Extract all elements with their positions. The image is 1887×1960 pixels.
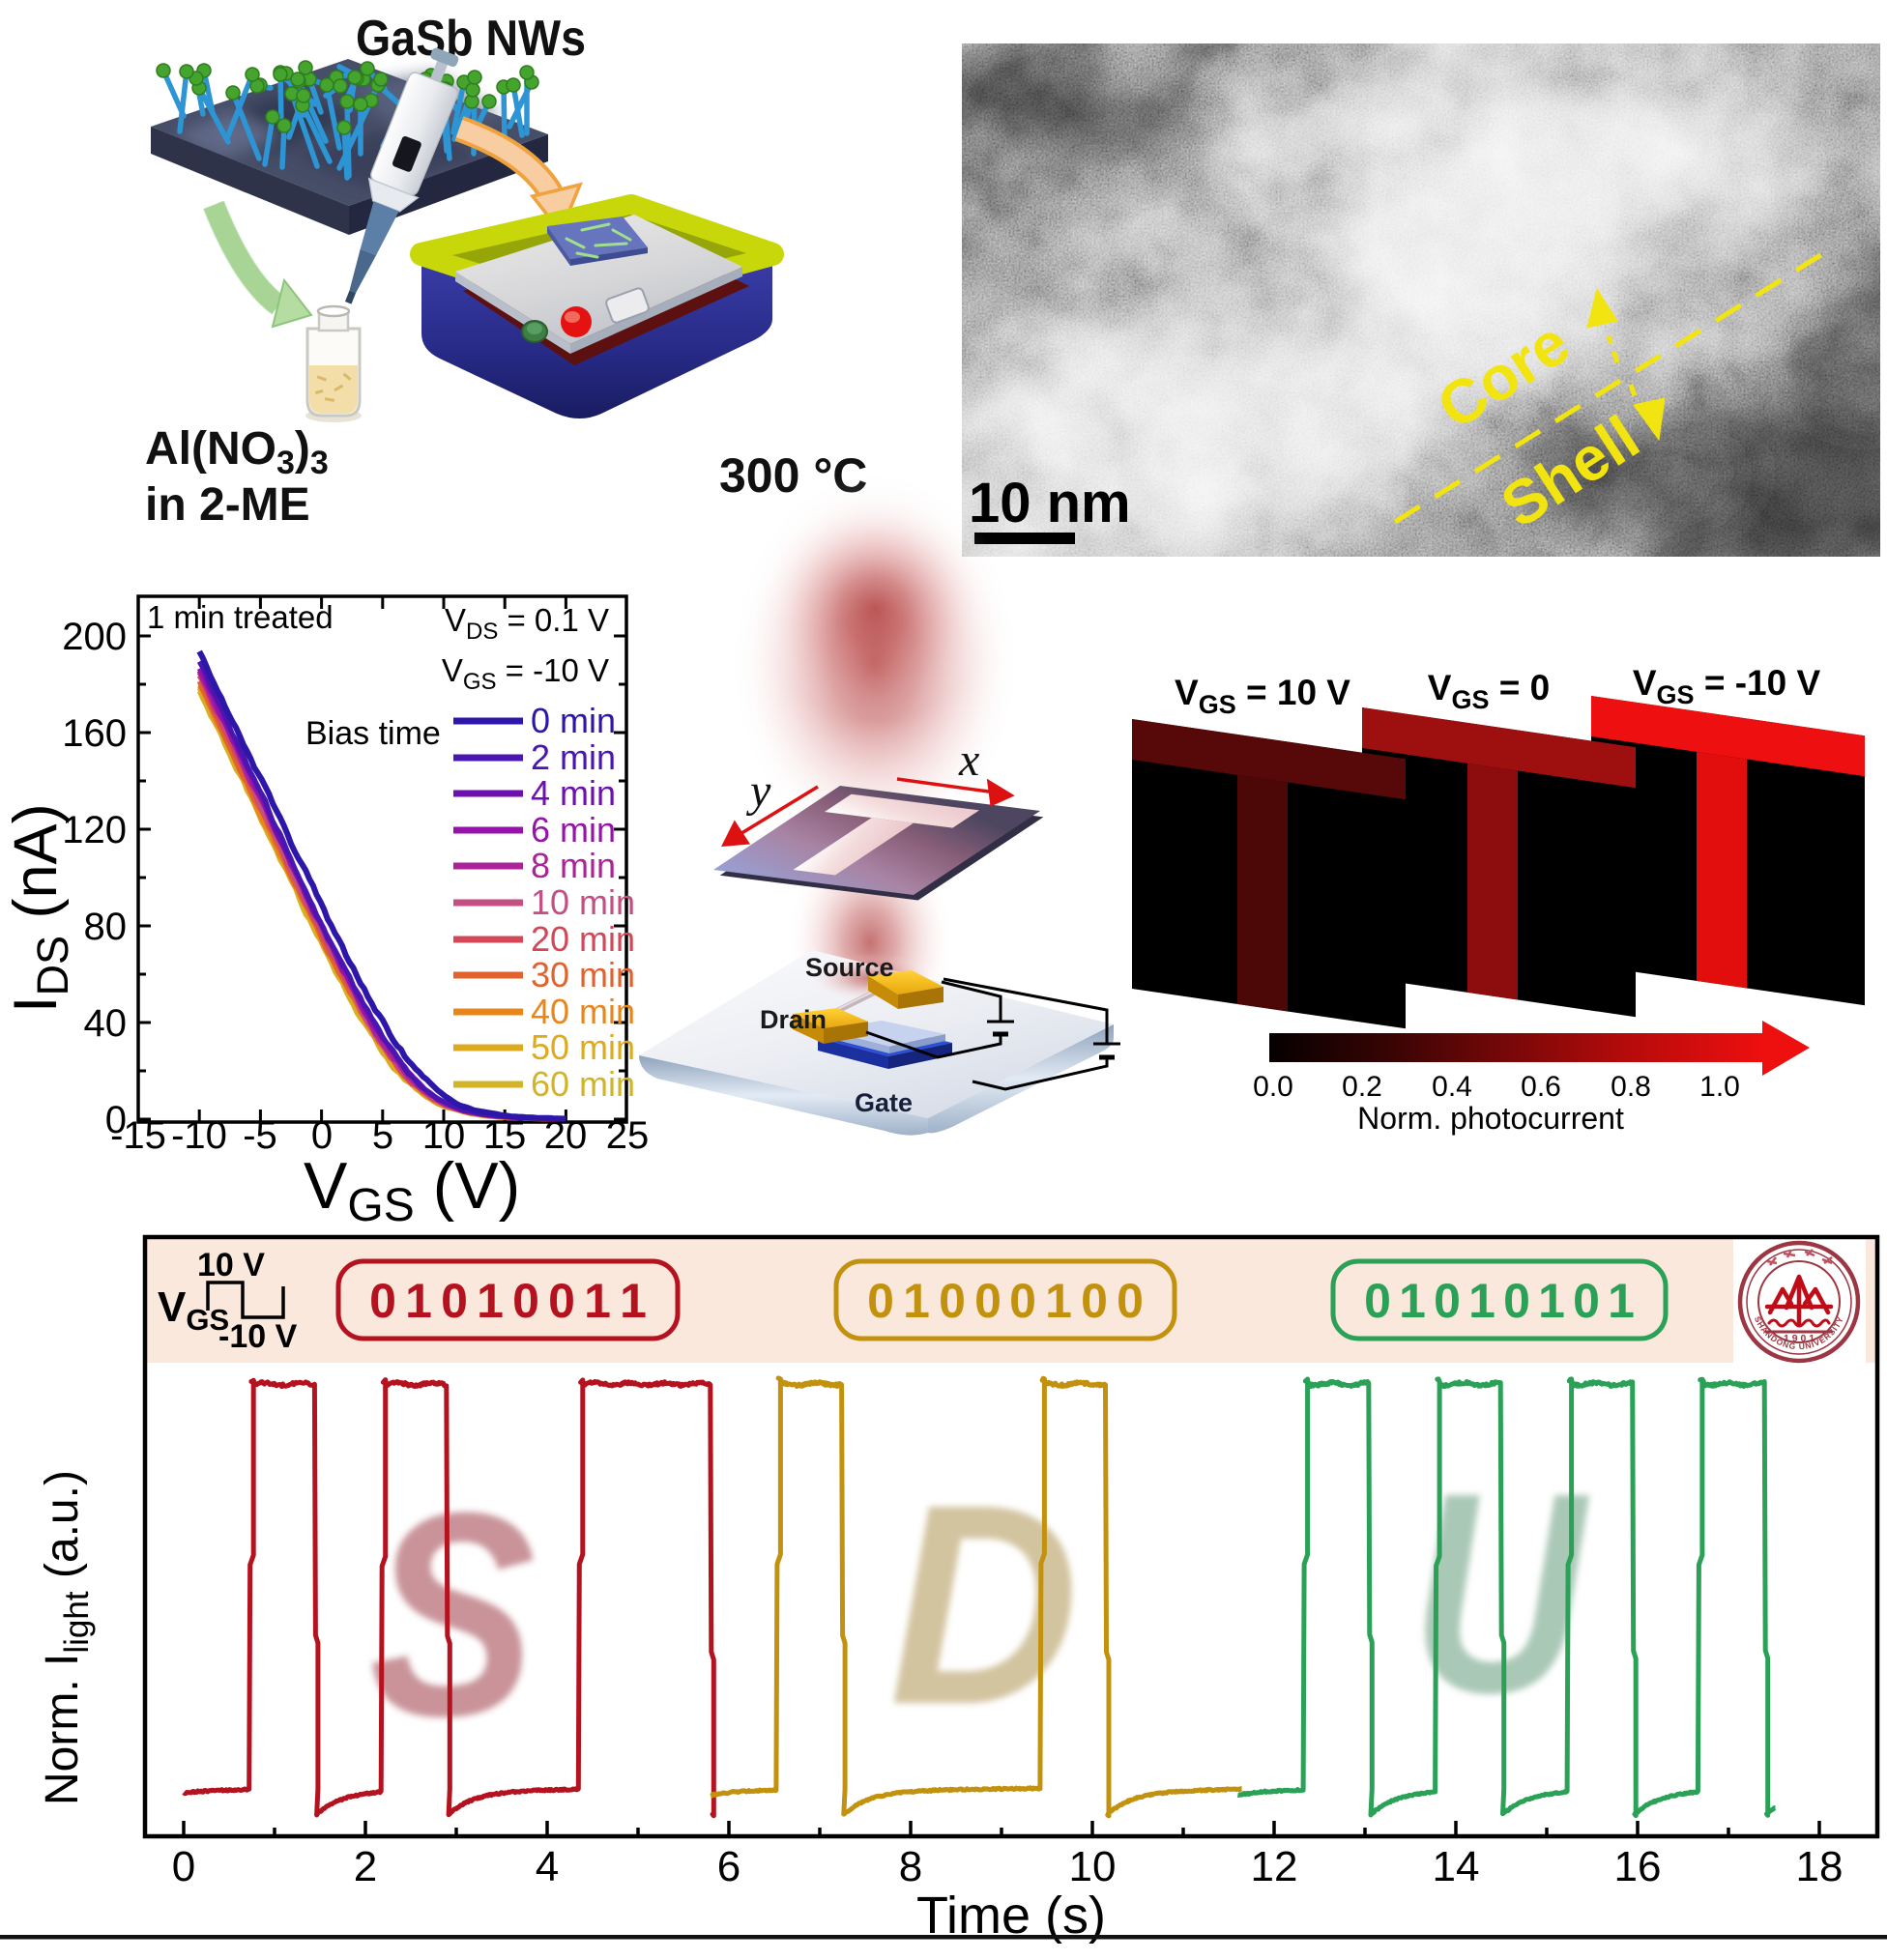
svg-text:Gate: Gate <box>855 1088 913 1117</box>
svg-text:10 min: 10 min <box>531 882 635 922</box>
svg-text:0.8: 0.8 <box>1611 1071 1651 1103</box>
svg-text:4 min: 4 min <box>531 773 616 813</box>
svg-text:80: 80 <box>84 906 128 948</box>
svg-text:30 min: 30 min <box>531 955 635 994</box>
svg-text:Norm. photocurrent: Norm. photocurrent <box>1357 1101 1624 1136</box>
svg-text:10 nm: 10 nm <box>969 472 1131 534</box>
svg-text:16: 16 <box>1614 1843 1662 1890</box>
svg-text:8 min: 8 min <box>531 846 616 885</box>
svg-text:8: 8 <box>899 1843 922 1890</box>
svg-text:4: 4 <box>536 1843 559 1890</box>
svg-text:10 V: 10 V <box>197 1247 265 1283</box>
svg-text:-15: -15 <box>110 1114 166 1157</box>
svg-text:1 min treated: 1 min treated <box>147 599 334 635</box>
svg-text:2: 2 <box>354 1843 377 1890</box>
svg-text:0.4: 0.4 <box>1432 1071 1472 1103</box>
svg-text:40 min: 40 min <box>531 992 635 1031</box>
svg-text:10: 10 <box>1069 1843 1117 1890</box>
svg-text:VGS = -10 V: VGS = -10 V <box>442 652 609 695</box>
svg-text:25: 25 <box>606 1114 650 1157</box>
svg-text:D: D <box>889 1446 1079 1765</box>
svg-text:2 min: 2 min <box>531 737 616 777</box>
svg-text:0 min: 0 min <box>531 701 616 740</box>
svg-text:0.6: 0.6 <box>1521 1071 1561 1103</box>
svg-text:10: 10 <box>422 1114 466 1157</box>
svg-text:Drain: Drain <box>760 1005 827 1034</box>
svg-text:0: 0 <box>172 1843 195 1890</box>
svg-text:GaSb NWs: GaSb NWs <box>356 11 586 67</box>
svg-text:6: 6 <box>717 1843 740 1890</box>
svg-text:Source: Source <box>805 953 894 982</box>
svg-text:0: 0 <box>105 1099 127 1141</box>
svg-text:0.2: 0.2 <box>1342 1071 1382 1103</box>
svg-text:200: 200 <box>62 616 127 658</box>
svg-text:0: 0 <box>311 1114 333 1157</box>
svg-text:in 2-ME: in 2-ME <box>145 479 310 531</box>
svg-text:VDS = 0.1 V: VDS = 0.1 V <box>445 602 609 645</box>
svg-text:x: x <box>958 735 979 786</box>
svg-text:6 min: 6 min <box>531 810 616 850</box>
svg-text:12: 12 <box>1251 1843 1298 1890</box>
svg-text:160: 160 <box>62 712 127 755</box>
svg-text:VGS = 10 V: VGS = 10 V <box>1175 673 1350 719</box>
svg-text:120: 120 <box>62 809 127 851</box>
svg-text:40: 40 <box>84 1002 128 1045</box>
svg-text:Norm. Ilight (a.u.): Norm. Ilight (a.u.) <box>37 1470 96 1805</box>
svg-text:Al(NO3)3: Al(NO3)3 <box>145 423 329 481</box>
svg-text:1 9 0 1: 1 9 0 1 <box>1784 1333 1814 1344</box>
svg-text:VGS = -10 V: VGS = -10 V <box>1633 663 1821 709</box>
svg-text:18: 18 <box>1796 1843 1843 1890</box>
svg-text:0.0: 0.0 <box>1253 1071 1293 1103</box>
svg-text:VGS (V): VGS (V) <box>304 1149 520 1231</box>
svg-text:20 min: 20 min <box>531 919 635 959</box>
svg-text:15: 15 <box>483 1114 527 1157</box>
svg-text:-10 V: -10 V <box>218 1318 298 1355</box>
svg-text:-10: -10 <box>171 1114 227 1157</box>
svg-text:5: 5 <box>372 1114 393 1157</box>
svg-text:y: y <box>745 765 771 817</box>
svg-text:60 min: 60 min <box>531 1064 635 1104</box>
svg-text:S: S <box>369 1454 537 1777</box>
svg-text:Bias time: Bias time <box>305 715 441 752</box>
svg-text:VGS = 0: VGS = 0 <box>1428 668 1550 714</box>
svg-text:50 min: 50 min <box>531 1027 635 1067</box>
svg-text:IDS (nA): IDS (nA) <box>2 803 77 1013</box>
svg-text:14: 14 <box>1433 1843 1480 1890</box>
svg-text:-5: -5 <box>243 1114 277 1157</box>
svg-text:1.0: 1.0 <box>1699 1071 1740 1103</box>
